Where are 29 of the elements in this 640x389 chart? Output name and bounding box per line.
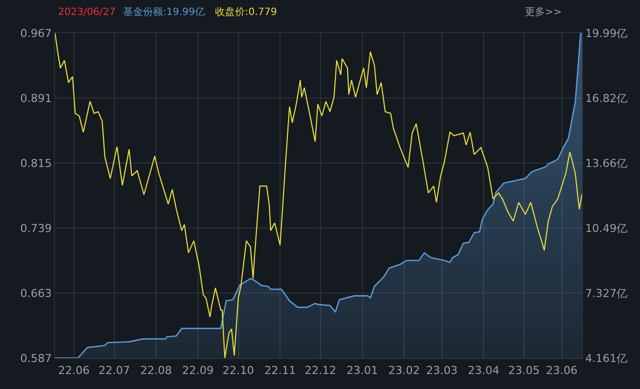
y2-tick-label: 4.161亿	[585, 352, 628, 365]
text: 2023/06/27	[58, 7, 116, 18]
y2-tick-label: 10.49亿	[585, 222, 628, 235]
x-tick-label: 22.06	[58, 364, 90, 378]
x-tick-label: 23.04	[468, 364, 500, 378]
x-tick-label: 23.05	[508, 364, 540, 378]
x-tick-label: 22.12	[304, 364, 336, 378]
y-tick-label: 0.739	[20, 222, 52, 235]
y-tick-label: 0.967	[20, 26, 52, 40]
y2-tick-label: 16.82亿	[585, 92, 628, 105]
x-tick-label: 23.01	[346, 364, 378, 378]
y2-tick-label: 7.327亿	[585, 286, 628, 300]
y-tick-label: 0.815	[20, 156, 52, 170]
y2-tick-label: 13.66亿	[585, 156, 628, 170]
y-tick-label: 0.663	[20, 286, 52, 300]
x-tick-label: 23.03	[426, 364, 458, 378]
x-tick-label: 22.09	[182, 364, 214, 378]
x-tick-label: 22.08	[140, 364, 172, 378]
x-tick-label: 23.02	[388, 364, 420, 378]
y2-tick-label: 19.99亿	[585, 26, 628, 40]
x-tick-label: 23.06	[546, 364, 578, 378]
y-tick-label: 0.891	[20, 92, 52, 105]
text: 更多>>	[525, 6, 562, 18]
x-tick-label: 22.07	[98, 364, 130, 378]
text: 收盘价:0.779	[215, 6, 277, 18]
y-tick-label: 0.587	[20, 352, 52, 365]
x-tick-label: 22.10	[222, 364, 254, 378]
x-tick-label: 22.11	[264, 364, 296, 378]
text: 基金份额:19.99亿	[123, 6, 205, 18]
